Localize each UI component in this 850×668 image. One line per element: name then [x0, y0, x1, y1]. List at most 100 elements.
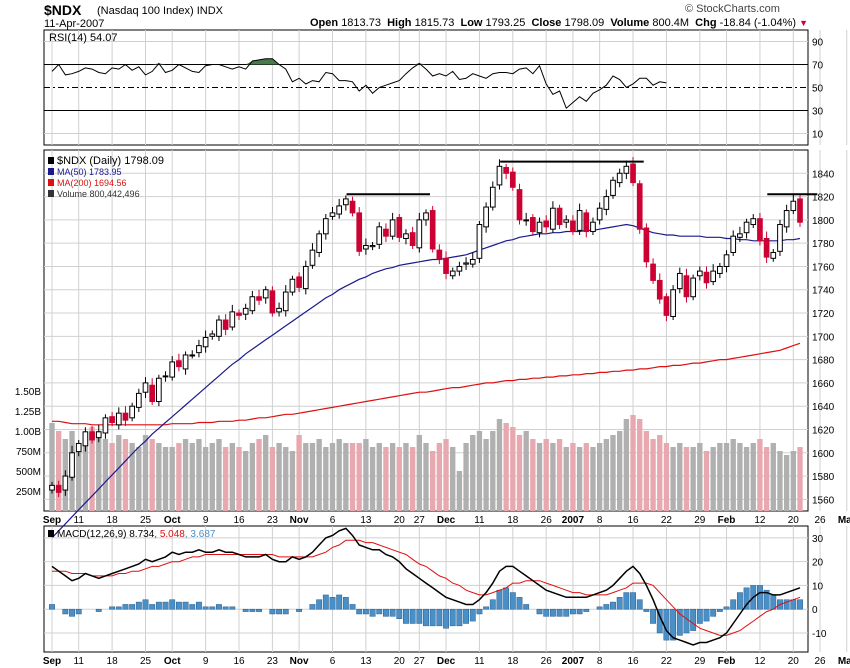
candle-body [590, 221, 596, 233]
x-tick-label: 26 [541, 656, 553, 667]
volume-bar [723, 443, 730, 511]
volume-tick-label: 250M [16, 487, 41, 498]
candle-body [616, 172, 623, 184]
volume-bar [96, 431, 102, 511]
rsi-tick-label: 70 [812, 61, 824, 72]
macd-histogram-bar [763, 589, 770, 610]
macd-tick-label: -10 [812, 629, 827, 640]
macd-tick-label: 30 [812, 534, 824, 545]
macd-legend-part: , 3.687 [185, 529, 216, 540]
x-tick-label: 13 [360, 515, 372, 526]
x-tick-label: Mar [838, 656, 850, 667]
volume-bar [269, 447, 276, 511]
macd-histogram-bar [730, 599, 737, 610]
macd-histogram-bar [650, 608, 656, 624]
macd-histogram-bar [356, 608, 363, 615]
macd-histogram-bar [409, 608, 416, 624]
x-tick-label: 20 [394, 515, 406, 526]
candle-body [309, 249, 316, 266]
macd-histogram-bar [616, 597, 623, 610]
volume-bar [343, 443, 349, 511]
volume-bar [316, 439, 322, 511]
macd-histogram-bar [142, 599, 149, 610]
volume-bar [523, 431, 529, 511]
macd-histogram-bar [643, 608, 650, 612]
macd-histogram-bar [476, 608, 483, 615]
macd-histogram-bar [189, 604, 196, 610]
candle-body [383, 228, 389, 237]
price-tick-label: 1660 [812, 379, 835, 390]
x-tick-label: 20 [788, 656, 800, 667]
candle-body [443, 257, 449, 274]
candle-body [536, 221, 543, 234]
candle-body [449, 270, 456, 277]
macd-legend-part: MACD(12,26,9) [57, 529, 126, 540]
candle-body [723, 254, 730, 267]
candle-body [623, 165, 630, 174]
volume-bar [82, 439, 89, 511]
volume-bar [677, 443, 683, 511]
macd-histogram-bar [503, 587, 510, 610]
candle-body [743, 221, 750, 234]
macd-tick-label: 20 [812, 558, 824, 569]
candle-body [349, 200, 356, 214]
candle-body [610, 179, 616, 196]
volume-tick-label: 750M [16, 447, 41, 458]
volume-bar [737, 443, 743, 511]
volume-bar [543, 439, 549, 511]
candle-body [770, 251, 777, 259]
volume-bar [643, 431, 650, 511]
candle-body [750, 218, 757, 226]
candle-body [556, 207, 563, 226]
x-tick-label: Sep [43, 515, 61, 526]
x-tick-label: Dec [437, 515, 456, 526]
x-tick-label: 22 [661, 656, 673, 667]
x-tick-label: 2007 [562, 515, 585, 526]
x-tick-label: 29 [694, 515, 706, 526]
x-tick-label: 11 [74, 656, 85, 667]
candle-body [256, 296, 262, 301]
macd-legend-part: , 5.048 [154, 529, 185, 540]
x-tick-label: Dec [437, 656, 456, 667]
volume-bar [289, 451, 296, 511]
volume-bar [536, 443, 543, 511]
candle-body [363, 244, 369, 250]
macd-histogram-bar [610, 601, 616, 610]
candle-body [757, 218, 763, 242]
volume-bar [423, 443, 429, 511]
macd-histogram-bar [336, 594, 343, 610]
candle-body [476, 224, 483, 259]
candle-body [389, 219, 396, 237]
price-tick-label: 1820 [812, 193, 835, 204]
volume-bar [697, 443, 703, 511]
rsi-line [51, 58, 667, 110]
candle-body [129, 405, 135, 419]
macd-histogram-bar [416, 608, 423, 624]
macd-histogram-bar [309, 604, 316, 610]
candle-body [523, 219, 530, 222]
candle-body [109, 416, 115, 423]
macd-panel-frame [43, 525, 809, 653]
macd-histogram-bar [563, 608, 570, 617]
candle-body [683, 275, 690, 298]
macd-tick-label: 10 [812, 581, 824, 592]
candle-body [162, 375, 169, 378]
macd-histogram-bar [256, 608, 262, 612]
macd-histogram-bar [469, 608, 476, 622]
macd-histogram-bar [229, 606, 236, 610]
volume-bar [369, 447, 376, 511]
macd-histogram-bar [383, 608, 389, 617]
macd-histogram-bar [322, 594, 329, 610]
candle-body [710, 270, 717, 283]
macd-histogram-bar [797, 599, 803, 610]
chg-value: -18.84 (-1.04%) [719, 17, 797, 29]
volume-bar [503, 423, 509, 511]
candle-body [82, 431, 89, 447]
macd-histogram-bar [556, 608, 563, 617]
price-tick-label: 1760 [812, 262, 835, 273]
legend-swatch [48, 190, 54, 197]
macd-histogram-bar [670, 608, 677, 641]
candle-body [423, 212, 429, 221]
macd-histogram-bar [723, 606, 730, 610]
candle-body [429, 210, 436, 250]
